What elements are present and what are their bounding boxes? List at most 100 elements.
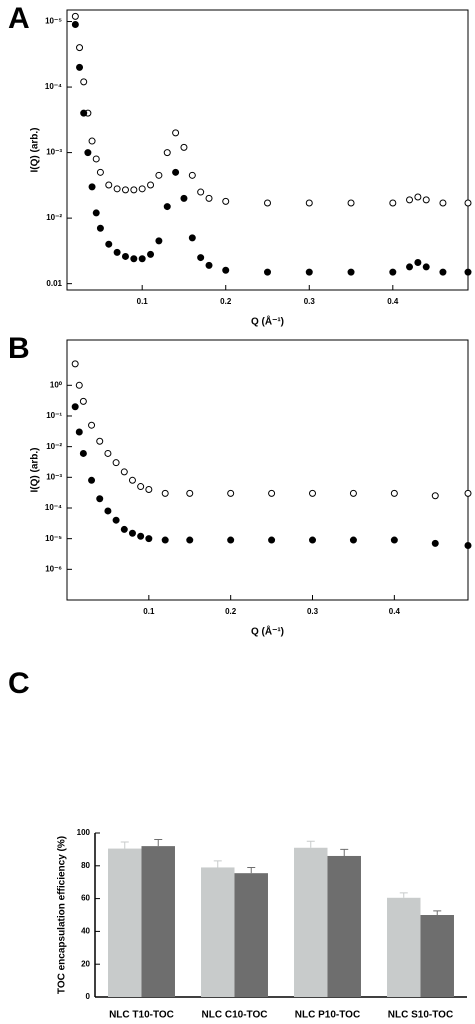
data-point (96, 168, 104, 176)
data-point (112, 516, 120, 524)
data-point (128, 476, 136, 484)
bar (201, 867, 235, 997)
data-point (349, 536, 357, 544)
x-tick-label: NLC P10-TOC (295, 1010, 360, 1021)
data-point (268, 536, 276, 544)
data-point (161, 536, 169, 544)
data-point (406, 196, 414, 204)
data-point (130, 186, 138, 194)
x-tick-label: 0.2 (225, 607, 237, 616)
data-point (128, 529, 136, 537)
data-point (268, 489, 276, 497)
data-point (79, 397, 87, 405)
y-tick-label: 80 (81, 861, 90, 870)
y-axis-label: TOC encapsulation efficiency (%) (57, 836, 68, 994)
data-point (186, 489, 194, 497)
y-tick-label: 20 (81, 959, 90, 968)
data-point (121, 186, 129, 194)
data-point (80, 78, 88, 86)
y-tick-label: 0.01 (46, 279, 62, 288)
data-point (305, 199, 313, 207)
y-tick-label: 10⁰ (50, 380, 63, 389)
data-point (347, 199, 355, 207)
data-point (197, 254, 205, 262)
x-tick-label: 0.1 (143, 607, 155, 616)
bar (141, 846, 175, 997)
data-point (104, 507, 112, 515)
data-point (79, 449, 87, 457)
data-point (88, 476, 96, 484)
bar (234, 873, 268, 997)
data-point (431, 539, 439, 547)
data-point (205, 261, 213, 269)
data-point (88, 137, 96, 145)
data-point (264, 199, 271, 207)
data-point (464, 199, 472, 207)
x-tick-label: NLC C10-TOC (202, 1010, 268, 1021)
panel-label: C (8, 667, 30, 700)
data-point (222, 197, 230, 205)
data-point (71, 403, 79, 411)
x-tick-label: 0.3 (304, 297, 316, 306)
data-point (464, 541, 472, 549)
data-point (180, 194, 188, 202)
data-point (105, 240, 113, 248)
y-tick-label: 10⁻³ (46, 472, 62, 481)
y-axis-label: I(Q) (arb.) (30, 128, 41, 173)
data-point (137, 483, 145, 491)
data-point (422, 196, 430, 204)
data-point (389, 268, 397, 276)
data-point (186, 536, 194, 544)
y-tick-label: 60 (81, 894, 90, 903)
error-bar (154, 839, 163, 847)
data-point (155, 171, 163, 179)
x-tick-label: 0.4 (389, 607, 401, 616)
x-tick-label: 0.3 (307, 607, 319, 616)
data-point (84, 149, 92, 157)
data-point (113, 185, 121, 193)
panel-label: B (8, 332, 30, 365)
data-point (197, 188, 205, 196)
data-point (172, 168, 180, 176)
x-axis-label: Q (Å⁻¹) (251, 315, 284, 328)
data-point (76, 44, 84, 52)
error-bar (247, 866, 256, 874)
panel-label: A (8, 2, 30, 35)
data-point (96, 495, 104, 503)
plot-frame (66, 339, 469, 601)
data-point (414, 193, 422, 201)
x-axis-label: Q (Å⁻¹) (251, 625, 284, 638)
data-point (120, 468, 128, 476)
data-point (105, 181, 113, 189)
data-point (180, 143, 188, 151)
y-tick-label: 10⁻¹ (46, 411, 62, 420)
data-point (161, 489, 169, 497)
data-point (155, 237, 163, 245)
y-tick-label: 10⁻² (46, 442, 62, 451)
data-point (305, 268, 313, 276)
data-point (309, 489, 317, 497)
data-point (112, 459, 120, 467)
y-tick-label: 10⁻² (46, 213, 62, 222)
data-point (163, 203, 171, 211)
data-point (205, 194, 213, 202)
y-tick-label: 40 (81, 927, 90, 936)
data-point (414, 259, 422, 267)
data-point (431, 492, 439, 500)
data-point (172, 129, 180, 137)
data-point (227, 536, 235, 544)
bar (387, 897, 421, 997)
data-point (390, 536, 398, 544)
error-bar (399, 892, 408, 898)
data-point (145, 486, 153, 494)
data-point (147, 181, 155, 189)
x-tick-label: NLC S10-TOC (388, 1010, 453, 1021)
data-point (75, 428, 83, 436)
data-point (88, 421, 96, 429)
y-tick-label: 10⁻⁵ (45, 17, 62, 26)
bar (420, 915, 454, 997)
y-tick-label: 10⁻⁶ (45, 564, 62, 573)
data-point (188, 171, 196, 179)
y-axis-label: I(Q) (arb.) (30, 448, 41, 493)
